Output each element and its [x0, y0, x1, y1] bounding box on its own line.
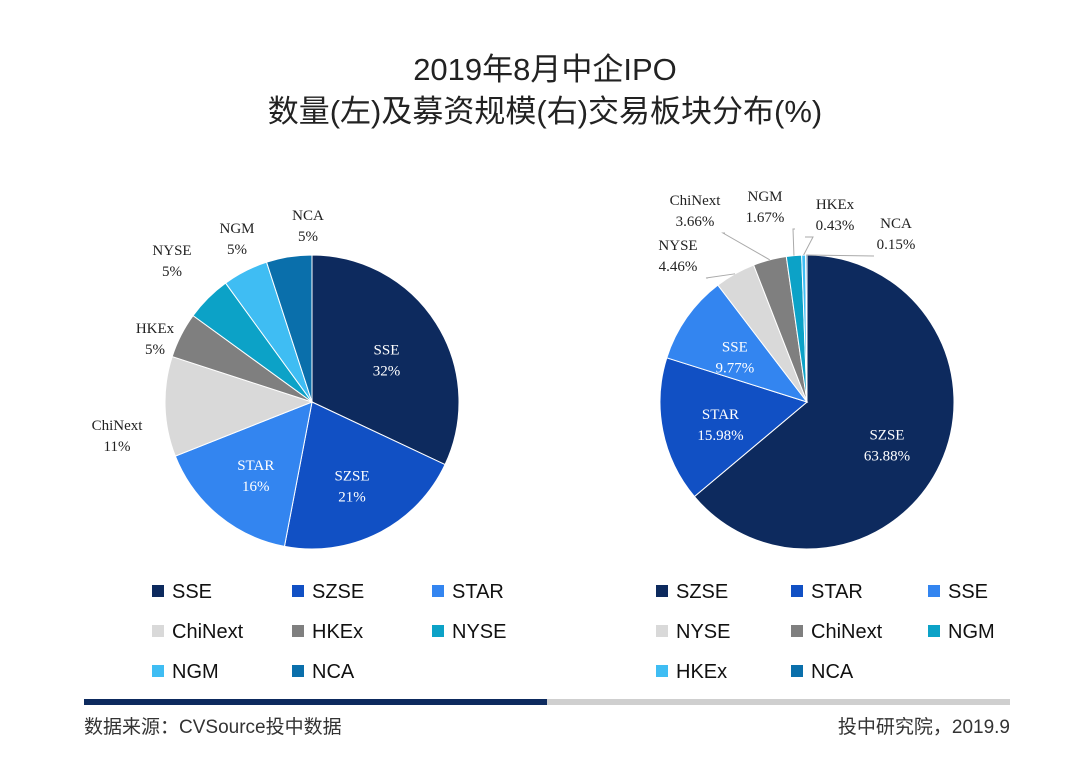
- legend-label: STAR: [811, 581, 863, 603]
- legend-swatch: [928, 625, 940, 637]
- legend-swatch: [791, 625, 803, 637]
- slice-value: 3.66%: [676, 214, 715, 230]
- credit: 投中研究院，2019.9: [838, 716, 1010, 738]
- slice: [693, 254, 955, 550]
- legend-label: HKEx: [312, 621, 363, 643]
- leader-line: [806, 254, 875, 257]
- legend-swatch: [152, 665, 164, 677]
- slice-name: SSE: [374, 343, 400, 359]
- leader-line: [705, 273, 736, 279]
- legend-swatch: [152, 625, 164, 637]
- slice-name: ChiNext: [670, 193, 722, 209]
- slice-name: NYSE: [658, 238, 697, 254]
- legend-swatch: [791, 585, 803, 597]
- leader-line: [721, 232, 770, 261]
- slice-name: NCA: [880, 216, 912, 232]
- legend-label: SZSE: [312, 581, 364, 603]
- slice-name: STAR: [702, 407, 739, 423]
- footer-bar: [547, 699, 1010, 705]
- slice-value: 0.43%: [816, 218, 855, 234]
- legend-label: NGM: [172, 661, 219, 683]
- legend-label: NCA: [811, 661, 854, 683]
- slice-value: 0.15%: [877, 237, 916, 253]
- slice-name: ChiNext: [92, 418, 144, 434]
- slice-value: 32%: [373, 364, 401, 380]
- legend-label: NGM: [948, 621, 995, 643]
- slice: [659, 357, 809, 498]
- legend-label: ChiNext: [811, 621, 883, 643]
- slice-name: SZSE: [335, 469, 370, 485]
- slice: [283, 401, 446, 550]
- slice-value: 9.77%: [715, 360, 754, 376]
- title-line: 数量(左)及募资规模(右)交易板块分布(%): [268, 94, 823, 129]
- slice: [164, 355, 314, 457]
- slice: [265, 254, 313, 403]
- legend-label: SSE: [948, 581, 988, 603]
- slice-value: 5%: [145, 342, 165, 358]
- source: 数据来源：CVSource投中数据: [84, 716, 342, 738]
- leader-line: [803, 236, 814, 256]
- legend-label: NYSE: [452, 621, 506, 643]
- slice-value: 15.98%: [697, 428, 743, 444]
- title-line: 2019年8月中企IPO: [413, 52, 677, 87]
- slice: [174, 401, 313, 547]
- legend-label: STAR: [452, 581, 504, 603]
- slice-value: 16%: [242, 479, 270, 495]
- slice-name: SSE: [722, 339, 748, 355]
- legend-swatch: [656, 625, 668, 637]
- slice-name: NCA: [292, 208, 324, 224]
- legend-label: NCA: [312, 661, 355, 683]
- slice: [311, 254, 460, 466]
- legend-label: ChiNext: [172, 621, 244, 643]
- slice-value: 11%: [104, 439, 131, 455]
- slice-name: NGM: [747, 189, 782, 205]
- legend-swatch: [791, 665, 803, 677]
- legend-swatch: [656, 585, 668, 597]
- slice-name: STAR: [237, 458, 274, 474]
- legend-swatch: [292, 665, 304, 677]
- slice-value: 63.88%: [864, 448, 910, 464]
- legend-swatch: [928, 585, 940, 597]
- legend-label: HKEx: [676, 661, 727, 683]
- slice-value: 4.46%: [659, 259, 698, 275]
- slice-value: 5%: [298, 229, 318, 245]
- slice-name: HKEx: [136, 321, 175, 337]
- legend-swatch: [292, 625, 304, 637]
- leader-line: [792, 228, 795, 256]
- slice-name: SZSE: [869, 427, 904, 443]
- legend-swatch: [152, 585, 164, 597]
- slice-name: NGM: [219, 221, 254, 237]
- slice-value: 5%: [162, 264, 182, 280]
- footer-bar: [84, 699, 547, 705]
- legend-label: SSE: [172, 581, 212, 603]
- legend-swatch: [292, 585, 304, 597]
- slice-value: 5%: [227, 242, 247, 258]
- slice-name: NYSE: [152, 243, 191, 259]
- legend-swatch: [432, 585, 444, 597]
- legend-swatch: [656, 665, 668, 677]
- slice: [666, 284, 809, 403]
- legend-label: NYSE: [676, 621, 730, 643]
- slice-name: HKEx: [816, 197, 855, 213]
- slice-value: 1.67%: [746, 210, 785, 226]
- slice-value: 21%: [338, 490, 366, 506]
- legend-swatch: [432, 625, 444, 637]
- legend-label: SZSE: [676, 581, 728, 603]
